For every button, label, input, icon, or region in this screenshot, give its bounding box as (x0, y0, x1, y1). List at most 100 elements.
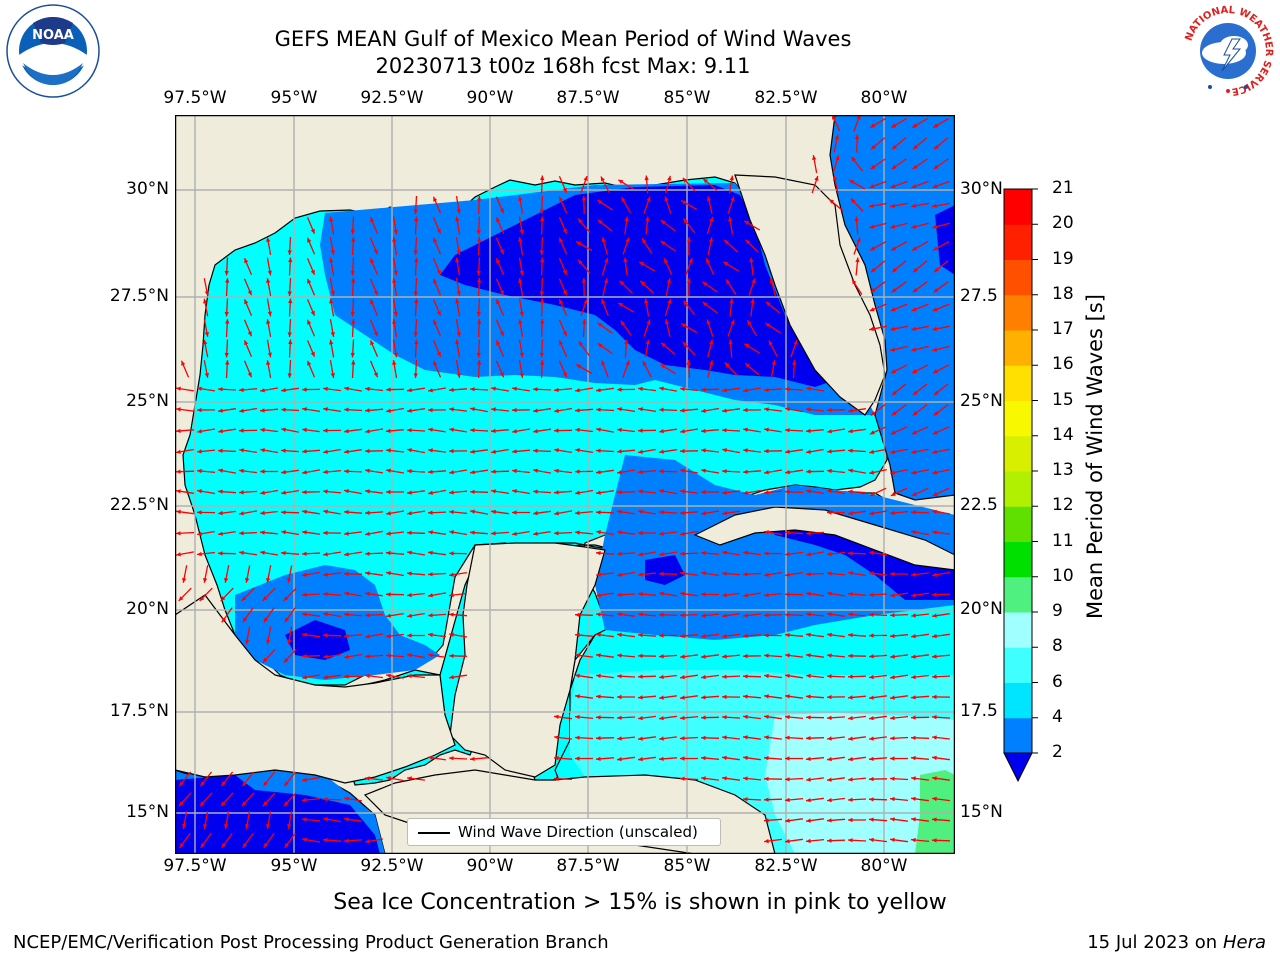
wave-arrow-head (392, 360, 397, 365)
wave-arrow-head (596, 448, 601, 453)
wave-arrow-head (373, 290, 378, 296)
wave-arrow-head (869, 716, 874, 721)
lat-tick-left: 20°N (126, 599, 169, 619)
wave-arrow-head (344, 449, 349, 454)
wave-arrow-head (283, 801, 289, 807)
wave-arrow-head (617, 756, 622, 762)
wave-arrow-head (869, 224, 875, 229)
wave-arrow-head (617, 694, 622, 700)
wave-arrow-head (267, 270, 272, 276)
wave-arrow-head (575, 756, 580, 761)
wave-arrow-head (835, 155, 840, 161)
wave-arrow-head (262, 596, 268, 601)
wave-arrow-head (722, 469, 727, 474)
wave-arrow-head (455, 298, 460, 304)
wave-arrow-head (239, 531, 244, 536)
wave-arrow-head (848, 797, 853, 802)
wave-arrow-head (247, 331, 252, 337)
wave-arrow-head (680, 715, 685, 721)
wave-arrow-head (932, 347, 938, 352)
wave-arrow-head (806, 632, 811, 637)
wave-arrow-head (911, 776, 916, 781)
wave-arrow-head (932, 694, 937, 700)
wave-arrow-head (743, 674, 748, 679)
wave-arrow-head (621, 197, 626, 203)
wave-arrow-head (433, 278, 438, 284)
wave-arrow-head (617, 387, 622, 392)
wave-arrow-head (911, 837, 916, 843)
colorbar-tick-label: 18 (1052, 283, 1074, 304)
wave-arrow-head (911, 796, 916, 801)
wave-arrow-head (688, 258, 693, 263)
wave-arrow-head (827, 818, 832, 823)
wave-arrow-head (554, 468, 559, 474)
wave-arrow-head (575, 735, 580, 740)
wave-arrow-head (370, 258, 375, 264)
wave-arrow-head (912, 164, 918, 170)
wave-arrow-head (414, 298, 419, 304)
wave-arrow-head (428, 490, 433, 495)
wave-arrow-head (891, 369, 896, 374)
wave-arrow-head (267, 311, 272, 317)
wave-arrow-head (575, 427, 580, 433)
wave-arrow-head (686, 278, 692, 283)
wave-arrow-head (722, 613, 727, 618)
wave-arrow-head (806, 756, 811, 761)
wave-arrow-head (638, 449, 643, 454)
wave-arrow-head (743, 735, 748, 740)
wave-arrow-head (870, 246, 876, 251)
wave-arrow-head (176, 469, 181, 474)
wave-arrow-head (854, 216, 859, 222)
wave-arrow-head (323, 592, 328, 597)
wave-arrow-head (638, 552, 643, 557)
wave-arrow-head (344, 386, 349, 391)
wave-arrow-head (307, 278, 312, 284)
wave-arrow-head (680, 736, 685, 741)
wave-arrow-head (310, 351, 315, 357)
wave-arrow-head (554, 387, 559, 393)
wave-arrow-head (470, 407, 475, 412)
lon-tick-top: 85°W (663, 88, 711, 108)
colorbar-tick-label: 12 (1052, 495, 1074, 516)
colorbar-tick-label: 17 (1052, 319, 1074, 339)
wave-arrow-head (848, 777, 853, 782)
wave-arrow-head (743, 653, 748, 659)
wave-arrow-head (575, 612, 580, 617)
wave-arrow-head (680, 448, 685, 454)
wave-arrow-head (617, 551, 622, 556)
wave-arrow-head (890, 593, 895, 598)
colorbar-segment (1004, 365, 1032, 401)
wave-arrow-head (449, 407, 454, 412)
wave-arrow-head (932, 633, 937, 639)
wave-arrow-head (554, 511, 559, 516)
wave-arrow-head (302, 530, 307, 535)
wave-arrow-head (722, 428, 727, 433)
wave-arrow-head (386, 448, 391, 453)
wave-arrow-head (785, 756, 790, 761)
wave-arrow-head (827, 571, 832, 576)
wave-arrow-head (680, 489, 685, 494)
wave-arrow-head (428, 572, 433, 577)
wave-arrow-head (392, 278, 397, 283)
wave-arrow-head (664, 196, 669, 202)
colorbar-extension (1003, 752, 1033, 783)
wave-arrow-head (680, 571, 685, 576)
wave-arrow-head (554, 756, 559, 761)
wave-arrow-head (288, 298, 293, 304)
wave-arrow-head (743, 469, 748, 474)
wave-arrow-head (638, 386, 643, 392)
wave-arrow-head (701, 654, 706, 659)
wave-arrow-head (618, 302, 624, 308)
wave-arrow-head (890, 654, 895, 659)
wave-arrow-head (344, 817, 349, 822)
wave-arrow-head (433, 360, 438, 366)
wave-arrow-head (221, 781, 226, 787)
wave-arrow-head (617, 674, 622, 679)
wave-arrow-head (512, 510, 517, 515)
wave-arrow-head (203, 339, 208, 345)
wave-arrow-head (365, 571, 370, 576)
wave-arrow-head (601, 360, 606, 366)
wave-arrow-head (365, 673, 370, 679)
wave-arrow-head (659, 736, 664, 741)
wave-arrow-head (764, 776, 769, 782)
